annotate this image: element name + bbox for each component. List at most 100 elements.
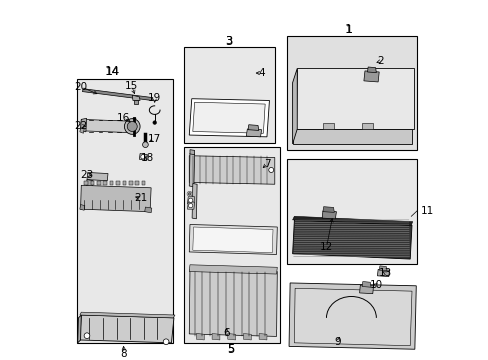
Text: 17: 17 (148, 134, 161, 144)
Text: 19: 19 (148, 93, 161, 103)
Polygon shape (292, 68, 297, 144)
Polygon shape (189, 265, 277, 274)
Polygon shape (363, 71, 378, 82)
Polygon shape (86, 180, 93, 187)
Polygon shape (189, 150, 194, 155)
Text: 3: 3 (224, 35, 232, 48)
Polygon shape (288, 283, 415, 349)
Text: 2: 2 (377, 56, 383, 66)
Polygon shape (110, 181, 113, 185)
Circle shape (188, 198, 192, 202)
Text: 11: 11 (420, 206, 433, 216)
Polygon shape (81, 120, 129, 132)
Polygon shape (322, 122, 333, 129)
Text: 1: 1 (345, 25, 352, 35)
Polygon shape (81, 118, 86, 132)
Polygon shape (82, 89, 153, 100)
Polygon shape (187, 197, 194, 204)
Polygon shape (87, 172, 108, 181)
Polygon shape (359, 285, 373, 294)
Polygon shape (129, 181, 132, 185)
Text: 16: 16 (117, 113, 130, 123)
Circle shape (153, 121, 156, 124)
Polygon shape (292, 216, 412, 225)
Text: 23: 23 (80, 170, 93, 180)
Polygon shape (378, 266, 386, 271)
Text: 22: 22 (75, 121, 88, 131)
Polygon shape (144, 207, 152, 213)
Polygon shape (81, 185, 151, 212)
Circle shape (127, 122, 137, 131)
Text: 12: 12 (319, 242, 332, 252)
Polygon shape (246, 129, 261, 137)
Text: 5: 5 (227, 344, 234, 354)
Bar (77, 79, 173, 343)
Circle shape (141, 155, 145, 159)
Polygon shape (134, 100, 137, 104)
Polygon shape (135, 181, 139, 185)
Polygon shape (122, 181, 126, 185)
Polygon shape (90, 181, 94, 185)
Polygon shape (116, 181, 120, 185)
Text: 20: 20 (75, 82, 88, 92)
Polygon shape (362, 282, 370, 287)
Text: 14: 14 (105, 67, 120, 77)
Circle shape (84, 333, 90, 338)
Circle shape (188, 193, 191, 195)
Polygon shape (189, 225, 277, 255)
Text: 9: 9 (334, 337, 341, 347)
Polygon shape (192, 102, 264, 133)
Polygon shape (84, 181, 87, 185)
Polygon shape (294, 288, 411, 346)
Polygon shape (377, 269, 389, 276)
Circle shape (187, 192, 192, 196)
Bar (183, 47, 274, 143)
Text: 18: 18 (141, 153, 154, 163)
Circle shape (142, 142, 148, 148)
Polygon shape (142, 181, 145, 185)
Polygon shape (189, 153, 194, 187)
Polygon shape (80, 204, 84, 210)
Text: 10: 10 (369, 280, 382, 290)
Circle shape (124, 119, 140, 134)
Text: 7: 7 (264, 158, 270, 168)
Polygon shape (196, 334, 204, 340)
Polygon shape (78, 315, 81, 343)
Text: 21: 21 (134, 193, 147, 203)
Text: 6: 6 (223, 328, 229, 338)
Polygon shape (292, 129, 411, 144)
Polygon shape (243, 334, 251, 340)
Polygon shape (247, 125, 258, 130)
Polygon shape (97, 181, 101, 185)
Polygon shape (139, 154, 147, 160)
Polygon shape (103, 181, 107, 185)
Text: 14: 14 (105, 66, 120, 78)
Polygon shape (322, 211, 336, 219)
Bar (183, 147, 280, 343)
Polygon shape (322, 207, 334, 212)
Polygon shape (296, 68, 413, 129)
Text: 1: 1 (345, 23, 352, 36)
Text: 15: 15 (124, 81, 138, 90)
Polygon shape (227, 334, 235, 340)
Polygon shape (366, 67, 376, 73)
Bar (286, 159, 416, 264)
Polygon shape (292, 220, 411, 259)
Polygon shape (212, 334, 220, 340)
Text: 8: 8 (121, 348, 127, 359)
Polygon shape (80, 315, 174, 343)
Polygon shape (259, 334, 266, 340)
Bar (286, 36, 416, 150)
Polygon shape (189, 269, 277, 336)
Polygon shape (132, 95, 140, 100)
Circle shape (268, 167, 273, 172)
Text: 5: 5 (227, 343, 234, 356)
Text: 4: 4 (258, 68, 264, 78)
Circle shape (163, 339, 168, 345)
Polygon shape (80, 312, 175, 318)
Polygon shape (187, 202, 194, 209)
Polygon shape (192, 184, 197, 219)
Text: 13: 13 (378, 268, 391, 278)
Circle shape (188, 203, 192, 208)
Text: 3: 3 (224, 36, 231, 46)
